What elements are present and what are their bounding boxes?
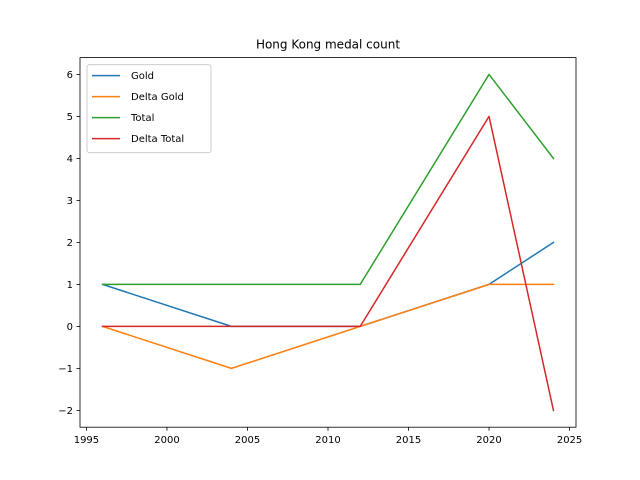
legend-box bbox=[86, 64, 212, 154]
x-tick-label: 2020 bbox=[476, 435, 501, 446]
legend-label-delta-gold: Delta Gold bbox=[131, 92, 184, 103]
y-tick-label: 0 bbox=[67, 322, 73, 333]
y-tick-label: 2 bbox=[67, 238, 73, 249]
y-tick-label: 1 bbox=[67, 280, 73, 291]
legend-label-delta-total: Delta Total bbox=[131, 134, 184, 145]
y-axis: −2 −1 0 1 2 3 4 5 6 bbox=[58, 70, 80, 417]
y-tick-label: 6 bbox=[67, 70, 73, 81]
series-line-total bbox=[101, 73, 555, 286]
x-tick-label: 2015 bbox=[396, 435, 421, 446]
legend: Gold Delta Gold Total Delta Total bbox=[86, 64, 212, 154]
legend-label-gold: Gold bbox=[131, 71, 154, 82]
y-tick-label: −2 bbox=[58, 406, 73, 417]
chart-title: Hong Kong medal count bbox=[256, 38, 400, 52]
x-tick-label: 2000 bbox=[154, 435, 179, 446]
y-tick-label: −1 bbox=[58, 364, 73, 375]
x-tick-label: 2010 bbox=[315, 435, 340, 446]
legend-label-total: Total bbox=[130, 113, 154, 124]
series-line-delta-total bbox=[101, 115, 555, 412]
x-axis: 1995 2000 2005 2010 2015 2020 2025 bbox=[74, 427, 582, 446]
y-tick-label: 3 bbox=[67, 196, 73, 207]
x-tick-label: 2005 bbox=[235, 435, 260, 446]
series-layer bbox=[101, 73, 555, 412]
y-tick-label: 4 bbox=[67, 154, 73, 165]
x-tick-label: 2025 bbox=[557, 435, 582, 446]
y-tick-label: 5 bbox=[67, 112, 73, 123]
x-tick-label: 1995 bbox=[74, 435, 99, 446]
